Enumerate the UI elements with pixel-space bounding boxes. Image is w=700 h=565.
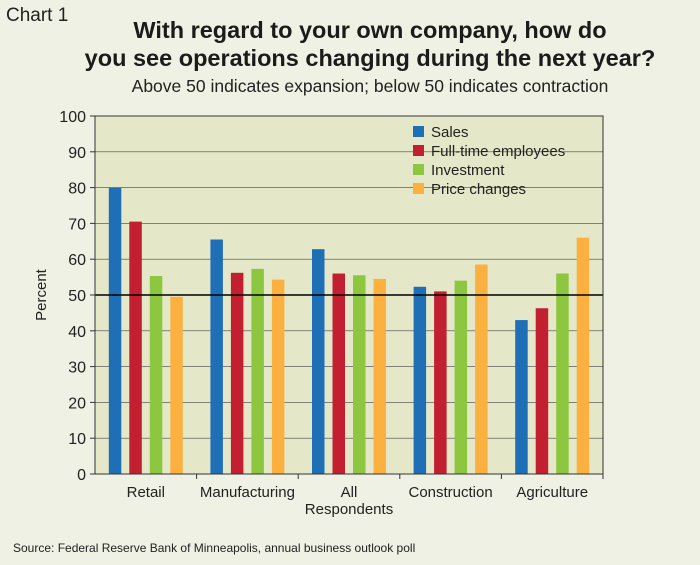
legend: Sales Full-time employees Investment Price …	[413, 124, 565, 198]
bar-full-time-employees-manufacturing	[230, 272, 244, 474]
bar-full-time-employees-all-respondents	[332, 273, 345, 474]
y-tick-label-0: 0	[77, 467, 86, 484]
y-tick-label-90: 90	[68, 145, 86, 162]
legend-swatch-full-time-employees	[413, 145, 424, 156]
bar-price-changes-retail	[170, 296, 183, 474]
bar-full-time-employees-retail	[129, 221, 142, 474]
bar-sales-all-respondents	[312, 249, 325, 474]
bar-price-changes-all-respondents	[373, 278, 386, 474]
bar-price-changes-construction	[475, 264, 488, 474]
chart-title: With regard to your own company, how do …	[60, 16, 680, 72]
bar-full-time-employees-agriculture	[535, 308, 549, 474]
bar-sales-construction	[413, 286, 427, 474]
y-tick-label-10: 10	[68, 431, 86, 448]
bar-sales-agriculture	[515, 320, 528, 474]
legend-label-full-time-employees: Full-time employees	[431, 143, 565, 160]
legend-label-price-changes: Price changes	[431, 181, 526, 198]
bar-investment-retail	[149, 276, 163, 474]
y-tick-label-100: 100	[59, 109, 86, 126]
chart-title-line-1: With regard to your own company, how do	[133, 17, 607, 43]
y-tick-label-30: 30	[68, 360, 86, 377]
bar-full-time-employees-construction	[434, 291, 447, 474]
x-label-manufacturing: Manufacturing	[200, 484, 295, 501]
y-tick-label-80: 80	[68, 181, 86, 198]
x-label-construction: Construction	[408, 484, 492, 501]
y-tick-label-20: 20	[68, 395, 86, 412]
legend-swatch-price-changes	[413, 183, 424, 194]
x-label-all-respondents-line-2: Respondents	[305, 501, 393, 518]
bar-investment-construction	[454, 280, 468, 474]
bars	[108, 187, 590, 474]
bar-sales-retail	[108, 187, 122, 474]
y-axis-label: Percent	[33, 268, 50, 321]
legend-label-sales: Sales	[431, 124, 469, 141]
chart-subtitle: Above 50 indicates expansion; below 50 i…	[131, 76, 609, 96]
x-label-all-respondents-line-1: All	[341, 484, 358, 501]
legend-label-investment: Investment	[431, 162, 505, 179]
y-tick-label-60: 60	[68, 252, 86, 269]
x-label-retail: Retail	[127, 484, 165, 501]
x-label-agriculture: Agriculture	[516, 484, 588, 501]
chart-title-line-2: you see operations changing during the n…	[84, 45, 656, 71]
bar-investment-all-respondents	[353, 275, 366, 474]
legend-swatch-sales	[413, 126, 424, 137]
y-axis-ticks: 0 10 20 30 40 50 60 70 80 90 100	[59, 109, 95, 484]
bar-investment-manufacturing	[251, 268, 264, 474]
bar-sales-manufacturing	[210, 239, 223, 474]
y-tick-label-50: 50	[68, 288, 86, 305]
chart-number-label: Chart 1	[6, 5, 69, 26]
bar-price-changes-agriculture	[576, 237, 590, 474]
y-tick-label-70: 70	[68, 216, 86, 233]
y-tick-label-40: 40	[68, 324, 86, 341]
bar-price-changes-manufacturing	[271, 279, 285, 474]
bar-investment-agriculture	[556, 273, 569, 474]
source-note: Source: Federal Reserve Bank of Minneapo…	[13, 541, 416, 555]
legend-swatch-investment	[413, 164, 424, 175]
